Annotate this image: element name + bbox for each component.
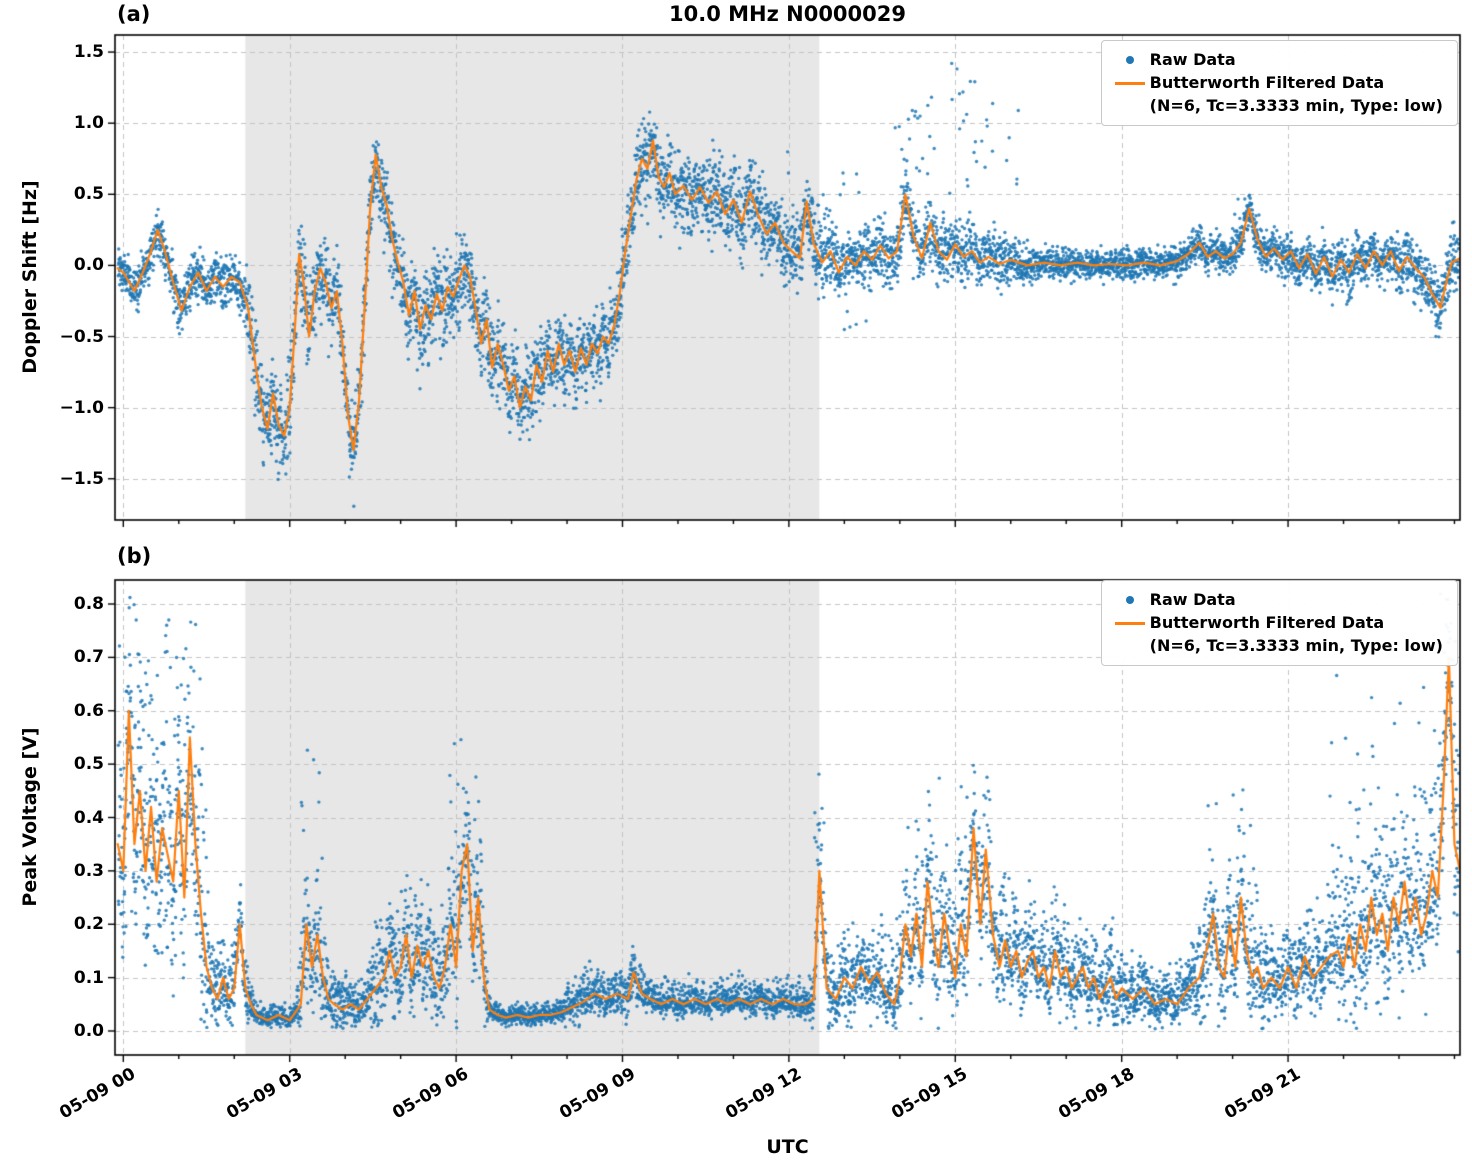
panel-b-label: (b) bbox=[117, 544, 152, 568]
filtered-line-marker-icon bbox=[1110, 622, 1150, 626]
legend-filtered-entry: Butterworth Filtered Data bbox=[1110, 72, 1443, 94]
filtered-line-marker-icon bbox=[1110, 82, 1150, 86]
legend-filtered-entry: Butterworth Filtered Data bbox=[1110, 612, 1443, 634]
y-tick-label: 0.7 bbox=[73, 647, 104, 668]
y-tick-label: 0.1 bbox=[73, 967, 104, 988]
panel-a-label: (a) bbox=[117, 2, 151, 26]
y-tick-label: 0.6 bbox=[73, 700, 104, 721]
legend-panel-a: Raw Data Butterworth Filtered Data (N=6,… bbox=[1100, 40, 1458, 126]
legend-raw-entry: Raw Data bbox=[1110, 589, 1443, 611]
y-tick-label: 0.8 bbox=[73, 594, 104, 615]
y-tick-label: 1.5 bbox=[73, 42, 104, 63]
legend-filtered-label: Butterworth Filtered Data bbox=[1149, 613, 1385, 633]
y-axis-label-voltage: Peak Voltage [V] bbox=[19, 727, 41, 907]
y-tick-label: 0.0 bbox=[73, 1020, 104, 1041]
y-tick-label: −1.0 bbox=[59, 397, 104, 418]
y-tick-label: 0.4 bbox=[73, 807, 104, 828]
y-tick-label: 0.5 bbox=[73, 184, 104, 205]
legend-panel-b: Raw Data Butterworth Filtered Data (N=6,… bbox=[1100, 580, 1458, 666]
y-tick-label: 0.0 bbox=[73, 255, 104, 276]
page-title: 10.0 MHz N0000029 bbox=[669, 2, 906, 26]
y-tick-label: 1.0 bbox=[73, 113, 104, 134]
y-tick-label: 0.5 bbox=[73, 754, 104, 775]
y-tick-label: −0.5 bbox=[59, 326, 104, 347]
legend-raw-label: Raw Data bbox=[1149, 50, 1236, 69]
y-tick-label: 0.3 bbox=[73, 860, 104, 881]
y-tick-label: 0.2 bbox=[73, 914, 104, 935]
legend-filtered-sublabel: (N=6, Tc=3.3333 min, Type: low) bbox=[1149, 635, 1443, 655]
raw-data-marker-icon bbox=[1110, 596, 1150, 605]
legend-filtered-sublabel: (N=6, Tc=3.3333 min, Type: low) bbox=[1149, 95, 1443, 115]
raw-data-marker-icon bbox=[1110, 56, 1150, 65]
legend-raw-label: Raw Data bbox=[1149, 590, 1236, 609]
legend-filtered-label: Butterworth Filtered Data bbox=[1149, 73, 1385, 93]
x-axis-label: UTC bbox=[766, 1136, 809, 1158]
y-tick-label: −1.5 bbox=[59, 468, 104, 489]
y-axis-label-doppler: Doppler Shift [Hz] bbox=[19, 180, 41, 374]
legend-raw-entry: Raw Data bbox=[1110, 49, 1443, 71]
